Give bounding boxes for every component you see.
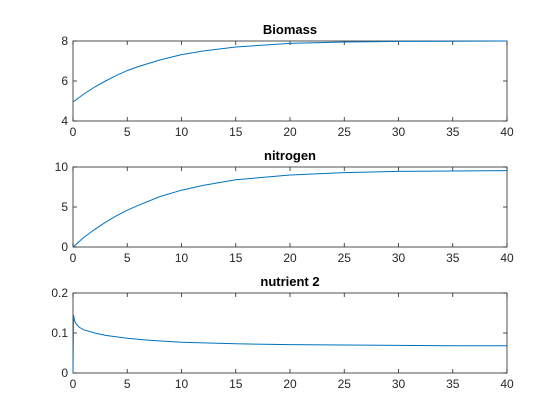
x-tick-label: 25 xyxy=(338,377,352,391)
x-tick-label: 10 xyxy=(175,125,189,139)
x-tick-label: 10 xyxy=(175,377,189,391)
x-tick-label: 15 xyxy=(229,251,243,265)
axes-box xyxy=(72,166,508,248)
y-tick-label: 6 xyxy=(61,74,68,88)
axes-box xyxy=(72,292,508,374)
axes-box xyxy=(72,40,508,122)
x-tick-label: 30 xyxy=(392,125,406,139)
chart-title: Biomass xyxy=(263,22,317,37)
x-tick-label: 40 xyxy=(500,251,514,265)
x-tick-label: 5 xyxy=(124,251,131,265)
series-line xyxy=(72,40,508,103)
y-tick-label: 0 xyxy=(61,240,68,254)
x-tick-label: 35 xyxy=(446,251,460,265)
series-line xyxy=(72,314,507,374)
y-tick-label: 0.2 xyxy=(51,286,68,300)
y-tick-label: 5 xyxy=(61,200,68,214)
x-tick-label: 5 xyxy=(124,125,131,139)
x-tick-label: 0 xyxy=(70,125,77,139)
x-tick-label: 35 xyxy=(446,377,460,391)
x-tick-label: 0 xyxy=(70,251,77,265)
y-tick-label: 4 xyxy=(61,114,68,128)
x-tick-label: 10 xyxy=(175,251,189,265)
subplot-2: nitrogen 0 5 10 15 20 25 30 35 40 0 5 10 xyxy=(55,148,514,265)
x-tick-label: 20 xyxy=(283,377,297,391)
x-tick-label: 25 xyxy=(338,251,352,265)
y-tick-label: 0 xyxy=(61,366,68,380)
y-tick-label: 8 xyxy=(61,34,68,48)
y-tick-label: 0.1 xyxy=(51,326,68,340)
x-tick-label: 25 xyxy=(338,125,352,139)
x-tick-label: 40 xyxy=(500,377,514,391)
x-tick-label: 0 xyxy=(70,377,77,391)
chart-title: nitrogen xyxy=(264,148,316,163)
x-tick-label: 15 xyxy=(229,125,243,139)
x-tick-label: 20 xyxy=(283,125,297,139)
x-tick-label: 30 xyxy=(392,251,406,265)
chart-title: nutrient 2 xyxy=(260,274,319,289)
x-tick-label: 35 xyxy=(446,125,460,139)
x-tick-label: 5 xyxy=(124,377,131,391)
y-tick-label: 10 xyxy=(55,160,69,174)
subplot-3: nutrient 2 0 5 10 15 20 25 30 35 40 0 0.1 0.2 xyxy=(51,274,514,391)
x-tick-label: 20 xyxy=(283,251,297,265)
x-tick-label: 30 xyxy=(392,377,406,391)
x-tick-label: 15 xyxy=(229,377,243,391)
x-tick-label: 40 xyxy=(500,125,514,139)
series-line xyxy=(72,170,508,248)
subplot-1: Biomass 0 5 10 15 20 25 30 35 40 4 6 8 xyxy=(61,22,514,139)
